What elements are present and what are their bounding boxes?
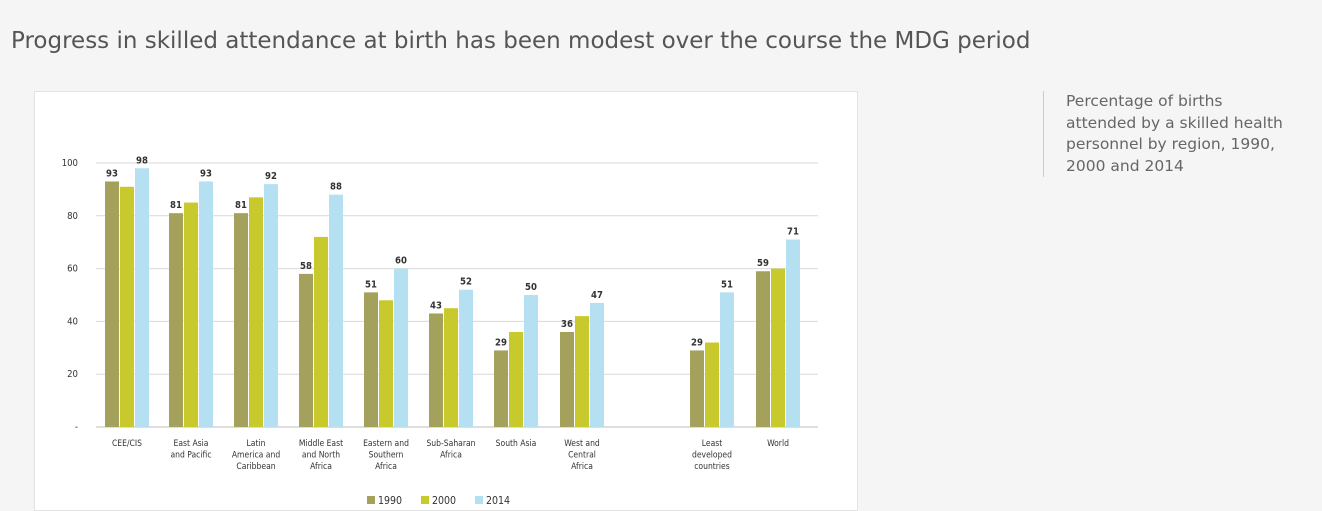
y-tick-label: 40 — [67, 316, 78, 327]
bar-2000 — [120, 186, 134, 427]
legend-swatch — [367, 496, 375, 504]
data-label: 50 — [525, 282, 537, 293]
bar-1990 — [105, 181, 119, 427]
chart-caption: Percentage of births attended by a skill… — [1043, 91, 1322, 177]
x-tick-label: CEE/CIS — [112, 439, 142, 449]
bar-2000 — [509, 331, 523, 427]
y-tick-label: 60 — [67, 264, 78, 275]
legend-label: 2000 — [432, 495, 456, 507]
x-tick-label: Middle East and North Africa — [299, 439, 343, 472]
bar-1990 — [494, 350, 508, 427]
bar-2000 — [575, 316, 589, 427]
bar-2014 — [524, 295, 538, 427]
caption-line: attended by a skilled health — [1066, 113, 1283, 132]
bar-1990 — [234, 213, 248, 427]
bar-2000 — [379, 300, 393, 427]
bar-1990 — [756, 271, 770, 427]
legend-label: 1990 — [378, 495, 402, 507]
bar-1990 — [690, 350, 704, 427]
bar-1990 — [560, 331, 574, 427]
bar-2014 — [786, 239, 800, 427]
bar-2014 — [394, 268, 408, 427]
data-label: 52 — [460, 277, 472, 288]
x-tick-label: West and Central Africa — [564, 439, 600, 472]
bar-2014 — [720, 292, 734, 427]
bar-2014 — [135, 168, 149, 427]
bar-1990 — [299, 273, 313, 427]
legend-item-1990: 1990 — [367, 495, 402, 507]
y-tick-label: 20 — [67, 369, 78, 380]
bar-2000 — [249, 197, 263, 427]
data-label: 81 — [235, 200, 247, 211]
y-tick-label: - — [75, 422, 78, 433]
y-tick-label: 100 — [62, 158, 78, 169]
bar-1990 — [364, 292, 378, 427]
bar-2000 — [705, 342, 719, 427]
data-label: 58 — [300, 261, 312, 272]
data-label: 60 — [395, 256, 407, 267]
data-label: 93 — [106, 168, 118, 179]
bar-2000 — [771, 268, 785, 427]
caption-line: 2000 and 2014 — [1066, 156, 1184, 175]
x-tick-label: Least developed countries — [692, 439, 732, 472]
y-tick-label: 80 — [67, 211, 78, 222]
x-tick-label: East Asia and Pacific — [170, 439, 211, 461]
data-label: 51 — [721, 279, 733, 290]
bar-chart: - 20 40 60 80 100 93 98 CEE/CIS 81 93 East Asia and … — [34, 91, 858, 511]
data-label: 81 — [170, 200, 182, 211]
x-tick-label: World — [767, 439, 789, 449]
bar-2000 — [184, 202, 198, 427]
data-label: 71 — [787, 227, 799, 238]
data-label: 88 — [330, 182, 342, 193]
bar-2000 — [314, 236, 328, 427]
bar-2014 — [329, 194, 343, 427]
bar-2014 — [459, 289, 473, 427]
data-label: 36 — [561, 319, 573, 330]
data-label: 92 — [265, 171, 277, 182]
data-label: 29 — [495, 337, 507, 348]
data-label: 43 — [430, 300, 442, 311]
chart-card: - 20 40 60 80 100 93 98 CEE/CIS 81 93 East Asia and … — [34, 91, 858, 511]
data-label: 98 — [136, 155, 148, 166]
bar-2014 — [264, 184, 278, 427]
legend-swatch — [475, 496, 483, 504]
data-label: 51 — [365, 279, 377, 290]
caption-line: personnel by region, 1990, — [1066, 135, 1275, 153]
legend-item-2014: 2014 — [475, 495, 510, 507]
data-label: 29 — [691, 337, 703, 348]
x-tick-label: Eastern and Southern Africa — [363, 439, 409, 472]
legend-swatch — [421, 496, 429, 504]
page-title: Progress in skilled attendance at birth … — [11, 28, 1031, 54]
data-label: 47 — [591, 290, 603, 301]
legend-label: 2014 — [486, 495, 510, 507]
bar-2014 — [199, 181, 213, 427]
x-tick-label: Sub-Saharan Africa — [426, 439, 475, 461]
bar-1990 — [169, 213, 183, 427]
x-tick-label: Latin America and Caribbean — [232, 439, 281, 472]
legend-item-2000: 2000 — [421, 495, 456, 507]
bar-1990 — [429, 313, 443, 427]
x-tick-label: South Asia — [496, 439, 537, 449]
data-label: 59 — [757, 258, 769, 269]
bar-2014 — [590, 302, 604, 427]
data-label: 93 — [200, 168, 212, 179]
caption-line: Percentage of births — [1066, 92, 1223, 110]
bar-2000 — [444, 308, 458, 427]
